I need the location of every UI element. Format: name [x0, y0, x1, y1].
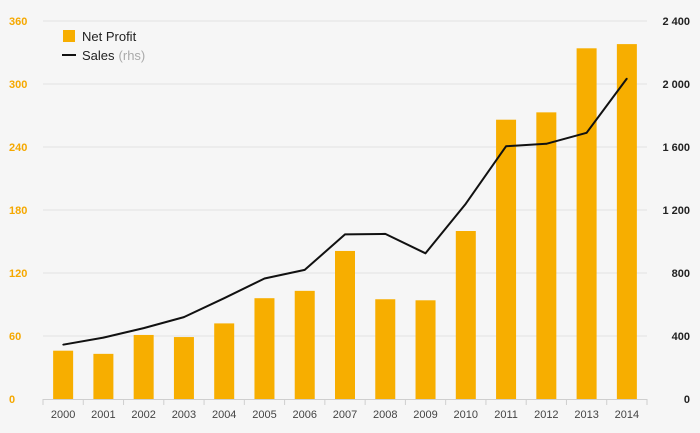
net-profit-bars	[53, 44, 637, 400]
left-axis-tick-label: 360	[9, 16, 27, 28]
sales-point	[62, 343, 64, 346]
net-profit-bar	[536, 112, 557, 399]
net-profit-bar	[335, 250, 355, 399]
sales-point	[505, 145, 507, 148]
sales-point	[424, 252, 427, 255]
sales-point	[183, 316, 185, 318]
sales-point	[545, 143, 548, 145]
left-axis-tick-label: 60	[9, 331, 21, 343]
net-profit-bar	[616, 44, 637, 399]
sales-point	[626, 77, 628, 80]
x-axis-tick-label: 2006	[292, 409, 316, 421]
sales-point	[344, 233, 346, 236]
net-profit-bar	[294, 290, 315, 399]
x-axis-tick-label: 2004	[212, 409, 236, 421]
left-axis-tick-label: 180	[9, 205, 27, 217]
net-profit-bar	[53, 350, 74, 399]
left-axis-tick-label: 240	[9, 142, 27, 154]
net-profit-bar	[173, 337, 194, 399]
sales-point	[465, 202, 467, 205]
x-axis-tick-label: 2000	[51, 409, 75, 421]
x-axis-tick-label: 2014	[615, 409, 639, 421]
sales-point	[102, 336, 105, 339]
sales-line-layer	[62, 77, 628, 346]
legend-label-sales: Sales (rhs)	[82, 48, 145, 63]
net-profit-bar	[496, 119, 517, 399]
legend-swatch-net-profit	[63, 30, 75, 42]
x-axis-tick-label: 2001	[91, 409, 115, 421]
legend-label-sales-suffix: (rhs)	[119, 48, 146, 63]
x-axis-tick-label: 2012	[534, 409, 558, 421]
right-axis-tick-label: 1 200	[662, 205, 690, 217]
right-axis-tick-label: 2 400	[662, 16, 690, 28]
x-axis-tick-label: 2009	[413, 409, 437, 421]
x-axis-tick-label: 2002	[131, 409, 155, 421]
legend: Net Profit Sales (rhs)	[62, 29, 145, 63]
sales-point	[303, 269, 306, 271]
legend-label-sales-name: Sales	[82, 48, 115, 63]
net-profit-bar	[254, 298, 275, 399]
legend-label-net-profit: Net Profit	[82, 29, 137, 44]
x-axis-tick-label: 2005	[252, 409, 276, 421]
axes: 0 0 60 400 120 800 180 1 200 240 1 600 300 2 000 360…	[9, 16, 690, 421]
sales-point	[384, 233, 387, 235]
right-axis-tick-label: 400	[672, 331, 690, 343]
net-profit-bar	[455, 231, 476, 399]
x-axis-tick-label: 2007	[333, 409, 357, 421]
net-profit-bar	[93, 353, 114, 399]
net-profit-bar	[375, 299, 396, 399]
x-axis-tick-label: 2010	[454, 409, 478, 421]
sales-point	[223, 297, 225, 300]
sales-point	[263, 277, 266, 280]
x-axis-tick-label: 2008	[373, 409, 397, 421]
net-profit-bar	[415, 300, 436, 399]
left-axis-tick-label: 300	[9, 79, 27, 91]
right-axis-tick-label: 0	[684, 394, 690, 406]
sales-point	[585, 132, 588, 134]
x-axis-tick-label: 2013	[574, 409, 598, 421]
left-axis-tick-label: 120	[9, 268, 27, 280]
left-axis-tick-label: 0	[9, 394, 15, 406]
net-profit-bar	[576, 48, 597, 400]
right-axis-tick-label: 2 000	[662, 79, 690, 91]
right-axis-tick-label: 800	[672, 268, 690, 280]
x-axis-tick-label: 2011	[494, 409, 518, 421]
net-profit-bar	[214, 323, 235, 399]
net-profit-bar	[133, 334, 154, 399]
x-axis-tick-label: 2003	[172, 409, 196, 421]
right-axis-tick-label: 1 600	[662, 142, 690, 154]
sales-point	[142, 327, 145, 329]
